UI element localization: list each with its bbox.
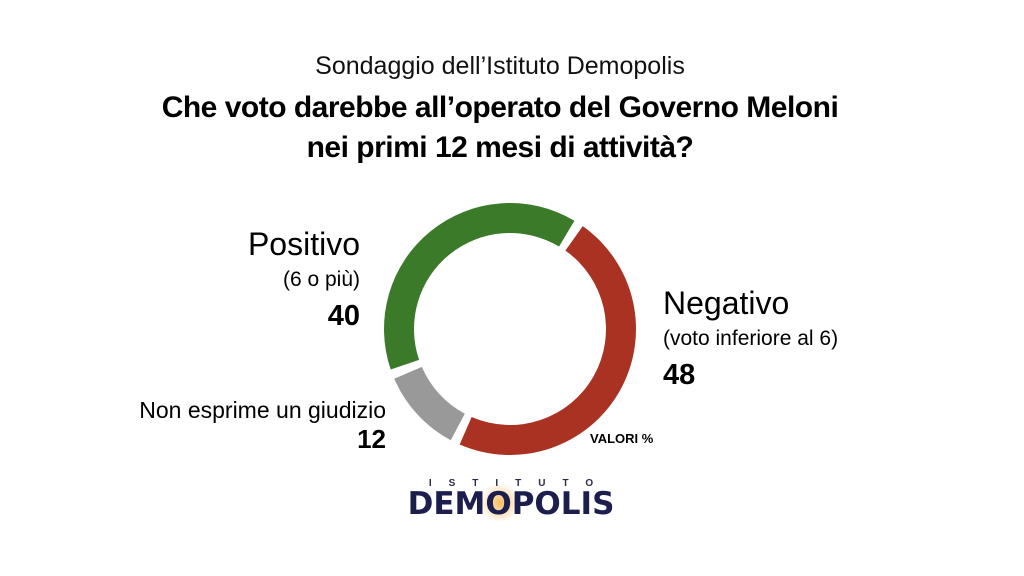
label-negativo-value: 48 (663, 359, 696, 391)
logo-main-text: DEMOPOLIS (407, 486, 615, 522)
slice-positivo (384, 203, 575, 370)
unit-note: VALORI % (590, 431, 654, 446)
label-nongiudizio-value: 12 (357, 424, 386, 454)
question-line-2: nei primi 12 mesi di attività? (306, 131, 694, 164)
slice-nongiudizio (394, 366, 465, 441)
slice-negativo (459, 226, 637, 455)
logo-glow (480, 483, 520, 523)
label-negativo-sub: (voto inferiore al 6) (663, 327, 839, 350)
label-positivo-sub: (6 o più) (282, 268, 360, 291)
survey-question: Che voto darebbe all’operato del Governo… (0, 88, 1000, 168)
survey-source: Sondaggio dell’Istituto Demopolis (315, 52, 685, 80)
logo-top-text: ISTITUTO (428, 478, 611, 489)
label-positivo-title: Positivo (247, 226, 360, 262)
demopolis-logo: ISTITUTO DEMOPOLIS (398, 478, 624, 523)
label-positivo-value: 40 (327, 300, 360, 332)
label-nongiudizio-title: Non esprime un giudizio (139, 397, 386, 423)
question-line-1: Che voto darebbe all’operato del Governo… (161, 91, 839, 124)
logo-main-wrap: DEMOPOLIS (398, 483, 624, 523)
label-negativo-title: Negativo (663, 285, 790, 321)
